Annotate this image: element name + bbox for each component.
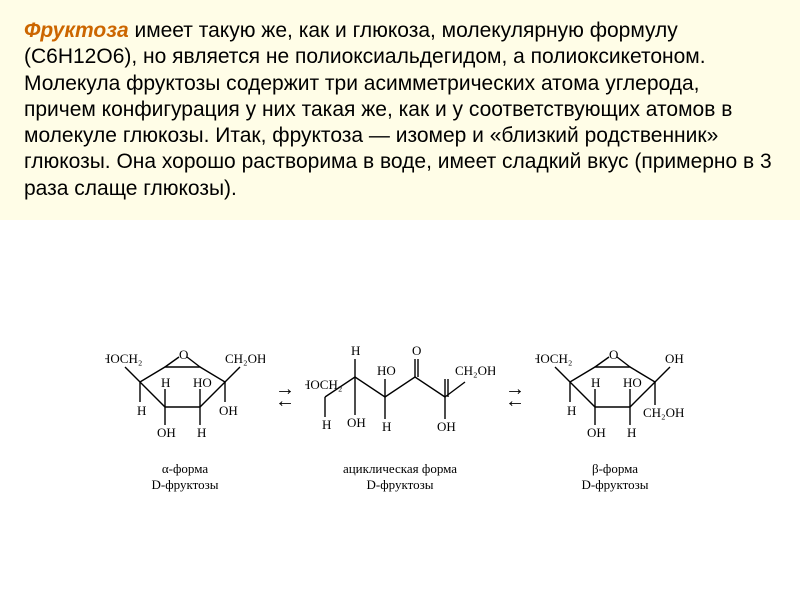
formula-beta: O HOCH₂ OH CH₂OH H OH H — [535, 327, 695, 492]
svg-text:H: H — [322, 417, 331, 432]
svg-text:OH: OH — [587, 425, 606, 440]
svg-text:O: O — [609, 347, 618, 362]
equilibrium-arrows-2 — [503, 383, 527, 407]
alpha-fructose-structure: O HOCH₂ CH₂OH OH H — [105, 327, 265, 457]
chemistry-block: O HOCH₂ CH₂OH OH H — [0, 220, 800, 600]
equilibrium-arrows-1 — [273, 383, 297, 407]
text-block: Фруктоза имеет такую же, как и глюкоза, … — [0, 0, 800, 220]
svg-text:CH₂OH: CH₂OH — [455, 363, 495, 378]
formula-alpha: O HOCH₂ CH₂OH OH H — [105, 327, 265, 492]
svg-text:OH: OH — [219, 403, 238, 418]
svg-text:HO: HO — [623, 375, 642, 390]
arrow-left-icon — [275, 395, 295, 407]
acyclic-label-top: ациклическая форма — [343, 461, 457, 477]
svg-text:HO: HO — [193, 375, 212, 390]
svg-text:H: H — [137, 403, 146, 418]
svg-text:OH: OH — [665, 351, 684, 366]
paragraph: Фруктоза имеет такую же, как и глюкоза, … — [24, 18, 776, 202]
formula-row: O HOCH₂ CH₂OH OH H — [20, 327, 780, 492]
acyclic-fructose-structure: HOCH₂ CH₂OH O H OH — [305, 327, 495, 457]
formula-acyclic: HOCH₂ CH₂OH O H OH — [305, 327, 495, 492]
svg-text:OH: OH — [347, 415, 366, 430]
beta-fructose-structure: O HOCH₂ OH CH₂OH H OH H — [535, 327, 695, 457]
svg-text:O: O — [412, 343, 421, 358]
svg-text:OH: OH — [437, 419, 456, 434]
arrow-left-icon — [505, 395, 525, 407]
svg-text:HOCH₂: HOCH₂ — [535, 351, 572, 366]
svg-text:H: H — [627, 425, 636, 440]
svg-text:H: H — [197, 425, 206, 440]
svg-text:OH: OH — [157, 425, 176, 440]
svg-text:H: H — [567, 403, 576, 418]
svg-text:H: H — [591, 375, 600, 390]
svg-text:CH₂OH: CH₂OH — [225, 351, 265, 366]
svg-text:CH₂OH: CH₂OH — [643, 405, 684, 420]
alpha-label: α-форма D-фруктозы — [152, 461, 219, 492]
svg-text:HO: HO — [377, 363, 396, 378]
acyclic-label-bottom: D-фруктозы — [343, 477, 457, 493]
svg-text:HOCH₂: HOCH₂ — [105, 351, 142, 366]
acyclic-label: ациклическая форма D-фруктозы — [343, 461, 457, 492]
beta-label-top: β-форма — [582, 461, 649, 477]
svg-text:H: H — [351, 343, 360, 358]
svg-text:H: H — [382, 419, 391, 434]
svg-text:O: O — [179, 347, 188, 362]
beta-label-bottom: D-фруктозы — [582, 477, 649, 493]
svg-text:H: H — [161, 375, 170, 390]
alpha-label-top: α-форма — [152, 461, 219, 477]
beta-label: β-форма D-фруктозы — [582, 461, 649, 492]
highlight-term: Фруктоза — [24, 19, 129, 42]
alpha-label-bottom: D-фруктозы — [152, 477, 219, 493]
svg-text:HOCH₂: HOCH₂ — [305, 377, 342, 392]
body-text: имеет такую же, как и глюкоза, молекуляр… — [24, 19, 772, 200]
